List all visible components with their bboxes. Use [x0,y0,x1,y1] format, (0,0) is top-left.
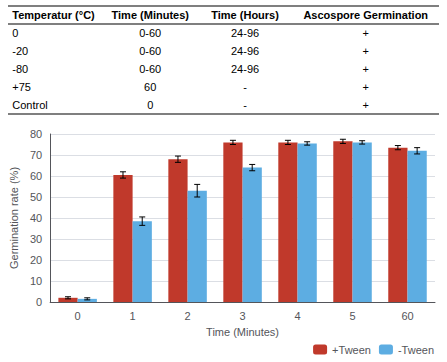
svg-text:5: 5 [349,310,355,322]
svg-text:1: 1 [130,310,136,322]
svg-text:Time (Minutes): Time (Minutes) [112,9,190,21]
svg-text:0: 0 [36,296,42,308]
svg-text:+: + [363,81,369,93]
svg-text:24-96: 24-96 [231,45,259,57]
svg-text:-: - [243,81,247,93]
svg-text:Ascospore Germination: Ascospore Germination [303,9,428,21]
svg-text:Control: Control [12,99,47,111]
svg-text:4: 4 [294,310,300,322]
svg-text:0-60: 0-60 [139,45,161,57]
svg-text:0-60: 0-60 [139,27,161,39]
svg-text:3: 3 [240,310,246,322]
svg-text:50: 50 [30,191,42,203]
svg-text:60: 60 [30,170,42,182]
svg-text:+: + [363,45,369,57]
svg-text:20: 20 [30,254,42,266]
svg-text:+Tween: +Tween [332,344,371,356]
svg-text:+: + [363,27,369,39]
svg-text:0: 0 [75,310,81,322]
svg-text:30: 30 [30,233,42,245]
svg-text:-80: -80 [12,63,28,75]
svg-text:80: 80 [30,128,42,140]
svg-text:Time (Hours): Time (Hours) [211,9,279,21]
svg-text:-20: -20 [12,45,28,57]
svg-text:0: 0 [12,27,18,39]
svg-text:+75: +75 [12,81,31,93]
svg-text:24-96: 24-96 [231,27,259,39]
svg-text:+: + [363,63,369,75]
svg-text:2: 2 [185,310,191,322]
svg-text:24-96: 24-96 [231,63,259,75]
svg-text:-: - [243,99,247,111]
svg-text:Time (Minutes): Time (Minutes) [206,326,279,338]
svg-text:+: + [363,99,369,111]
svg-text:10: 10 [30,275,42,287]
svg-text:-Tween: -Tween [398,344,434,356]
svg-text:0: 0 [147,99,153,111]
svg-text:0-60: 0-60 [139,63,161,75]
svg-text:70: 70 [30,149,42,161]
svg-text:Temperatur (°C): Temperatur (°C) [12,9,95,21]
svg-text:60: 60 [144,81,156,93]
svg-text:40: 40 [30,212,42,224]
svg-text:60: 60 [401,310,413,322]
svg-text:Germination rate (%): Germination rate (%) [8,167,20,269]
